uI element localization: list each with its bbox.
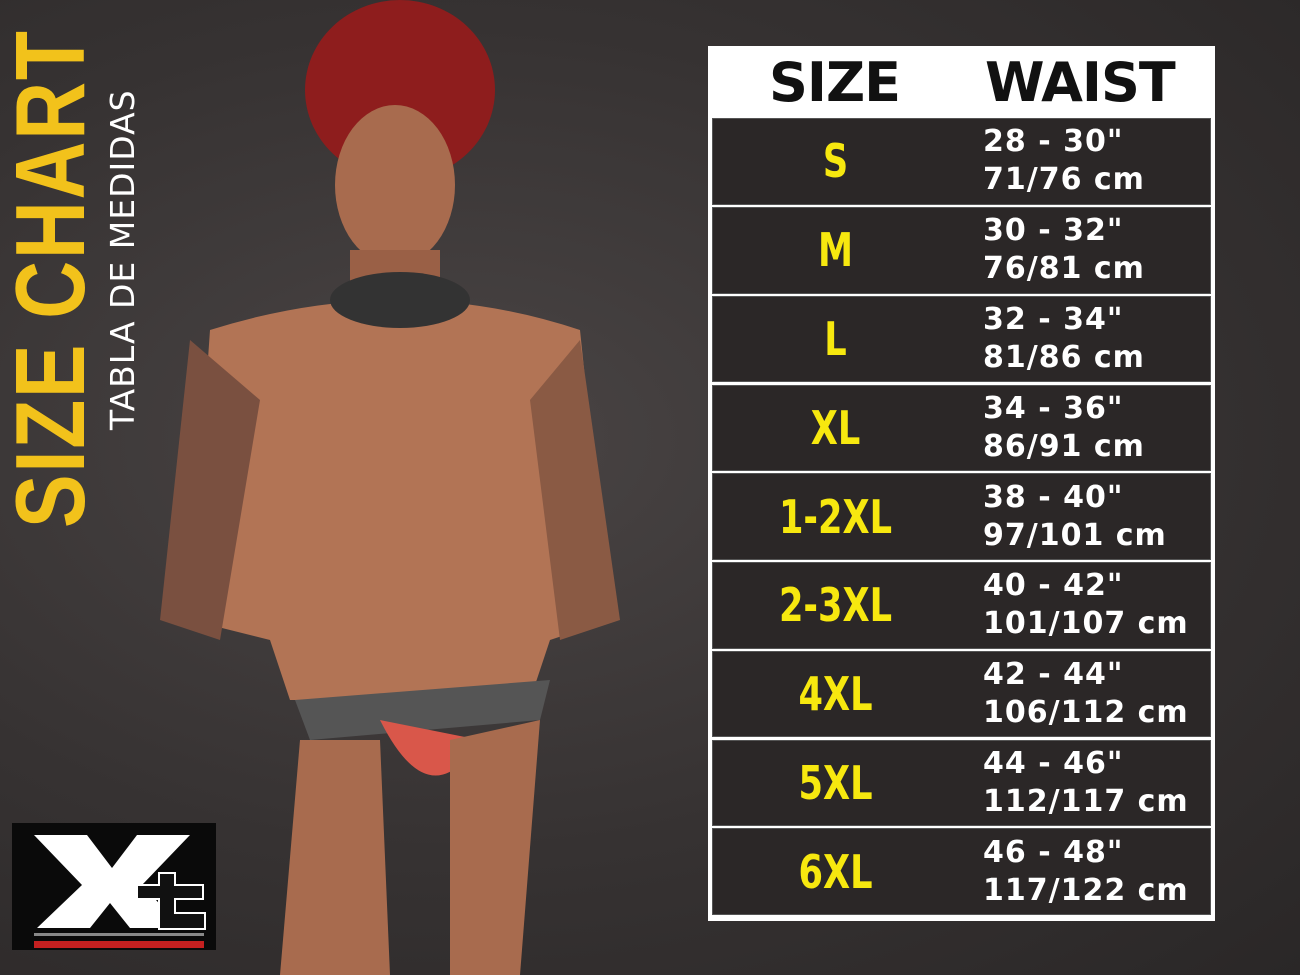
waist-cm: 86/91 cm [983, 428, 1145, 464]
size-chart-subtitle: TABLA DE MEDIDAS [103, 89, 142, 430]
size-label: XL [810, 400, 861, 455]
waist-measure: 32 - 34" 81/86 cm [958, 301, 1145, 377]
size-label: 1-2XL [778, 489, 893, 544]
brand-logo [12, 823, 216, 950]
waist-measure: 42 - 44" 106/112 cm [958, 656, 1189, 732]
waist-inches: 42 - 44" [983, 657, 1124, 693]
size-label: L [824, 312, 847, 367]
table-row: 1-2XL 38 - 40" 97/101 cm [712, 473, 1211, 560]
waist-measure: 28 - 30" 71/76 cm [958, 123, 1145, 199]
waist-cm: 97/101 cm [983, 517, 1167, 553]
waist-measure: 30 - 32" 76/81 cm [958, 212, 1145, 288]
size-label: 5XL [798, 755, 873, 810]
waist-measure: 40 - 42" 101/107 cm [958, 567, 1189, 643]
waist-inches: 30 - 32" [983, 213, 1124, 249]
size-chart-title: SIZE CHART [0, 29, 105, 529]
waist-cm: 117/122 cm [983, 872, 1189, 908]
size-label: 2-3XL [778, 578, 893, 633]
size-label: 6XL [798, 844, 873, 899]
waist-inches: 38 - 40" [983, 479, 1124, 515]
waist-cm: 112/117 cm [983, 783, 1189, 819]
header-size: SIZE [768, 50, 901, 114]
waist-measure: 44 - 46" 112/117 cm [958, 745, 1189, 821]
waist-inches: 40 - 42" [983, 568, 1124, 604]
model-photo [160, 0, 620, 975]
waist-inches: 46 - 48" [983, 834, 1124, 870]
waist-cm: 81/86 cm [983, 340, 1145, 376]
table-row: 4XL 42 - 44" 106/112 cm [712, 650, 1211, 738]
waist-cm: 71/76 cm [983, 162, 1145, 198]
table-row: 5XL 44 - 46" 112/117 cm [712, 739, 1211, 827]
table-row: M 30 - 32" 76/81 cm [712, 206, 1211, 294]
size-table: SIZE WAIST S 28 - 30" 71/76 cm M 30 - 32" 7… [708, 46, 1215, 921]
waist-inches: 32 - 34" [983, 302, 1124, 338]
waist-measure: 34 - 36" 86/91 cm [958, 390, 1145, 466]
table-row: L 32 - 34" 81/86 cm [712, 295, 1211, 383]
table-header: SIZE WAIST [712, 48, 1211, 116]
waist-inches: 34 - 36" [983, 390, 1124, 426]
table-row: 6XL 46 - 48" 117/122 cm [712, 828, 1211, 916]
waist-inches: 28 - 30" [983, 124, 1124, 160]
waist-measure: 38 - 40" 97/101 cm [958, 479, 1167, 555]
size-label: M [817, 223, 854, 278]
waist-cm: 101/107 cm [983, 606, 1189, 642]
waist-measure: 46 - 48" 117/122 cm [958, 834, 1189, 910]
table-row: XL 34 - 36" 86/91 cm [712, 384, 1211, 472]
size-label: 4XL [798, 667, 873, 722]
size-label: S [822, 134, 849, 189]
header-waist: WAIST [985, 50, 1176, 114]
waist-inches: 44 - 46" [983, 745, 1124, 781]
table-row: S 28 - 30" 71/76 cm [712, 118, 1211, 205]
waist-cm: 76/81 cm [983, 251, 1145, 287]
table-row: 2-3XL 40 - 42" 101/107 cm [712, 562, 1211, 649]
waist-cm: 106/112 cm [983, 695, 1189, 731]
